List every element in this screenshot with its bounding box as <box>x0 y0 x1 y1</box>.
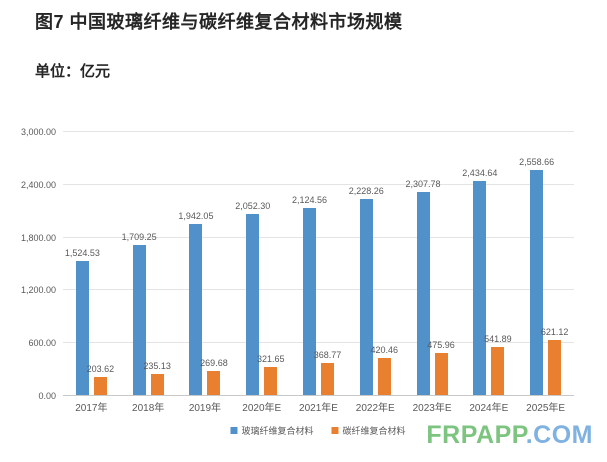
bar-carbon-fiber <box>207 371 221 395</box>
data-label: 368.77 <box>313 349 342 360</box>
x-axis-label: 2022年E <box>355 403 395 414</box>
x-axis-label: 2017年 <box>75 403 108 414</box>
grid-line <box>63 342 574 344</box>
bar-carbon-fiber <box>377 358 391 395</box>
data-label: 269.68 <box>200 358 228 369</box>
carbon-fiber-swatch-icon <box>331 427 339 434</box>
unit-label: 单位：亿元 <box>35 63 111 80</box>
legend-label: 碳纤维复合材料 <box>342 426 406 436</box>
data-label: 2,434.64 <box>462 167 498 178</box>
bar-carbon-fiber <box>548 340 562 395</box>
data-label: 1,709.25 <box>121 231 157 242</box>
x-axis-label: 2025年E <box>526 403 566 414</box>
data-label: 475.96 <box>427 340 455 351</box>
watermark-suffix: .COM <box>525 421 593 449</box>
legend-label: 玻璃纤维复合材料 <box>241 426 314 436</box>
bar-glass-fiber <box>416 191 430 395</box>
x-axis-label: 2019年 <box>188 403 222 414</box>
x-axis-label: 2018年 <box>132 403 165 414</box>
data-label: 235.13 <box>143 361 171 372</box>
watermark-prefix: FRPAPP <box>426 421 526 449</box>
grid-line <box>63 131 574 132</box>
y-tick-label: 3,000.00 <box>20 127 56 137</box>
x-axis-label: 2020年E <box>242 403 282 414</box>
bar-carbon-fiber <box>150 374 164 395</box>
watermark: FRPAPP.COM <box>426 421 593 450</box>
bar-glass-fiber <box>359 198 373 395</box>
data-label: 2,124.56 <box>291 195 328 206</box>
chart-title: 图7 中国玻璃纤维与碳纤维复合材料市场规模 <box>35 12 403 32</box>
y-tick-label: 0.00 <box>38 391 56 401</box>
data-label: 1,524.53 <box>64 247 100 258</box>
bar-glass-fiber <box>75 260 89 395</box>
data-label: 2,228.26 <box>348 185 384 196</box>
bar-glass-fiber <box>473 180 487 395</box>
y-tick-label: 2,400.00 <box>20 179 56 190</box>
bar-carbon-fiber <box>321 362 334 395</box>
bar-glass-fiber <box>246 214 260 395</box>
plot-area: 1,524.53 203.62 2017年 1,709.25 235.13 2018年 1,… <box>63 131 574 414</box>
glass-fiber-swatch-icon <box>230 427 238 434</box>
bar-carbon-fiber <box>491 347 505 395</box>
bar-glass-fiber <box>303 208 316 395</box>
x-axis-label: 2024年E <box>469 403 509 414</box>
data-label: 2,052.30 <box>235 201 271 212</box>
y-tick-label: 600.00 <box>28 338 56 349</box>
data-label: 420.46 <box>370 344 399 355</box>
y-tick-label: 1,200.00 <box>20 285 56 296</box>
bar-glass-fiber <box>189 224 203 395</box>
grid-line <box>63 183 574 185</box>
data-label: 2,558.66 <box>519 156 555 167</box>
x-axis-line <box>63 395 574 396</box>
bar-glass-fiber <box>132 244 146 395</box>
y-tick-label: 1,800.00 <box>20 232 56 243</box>
legend: 玻璃纤维复合材料 碳纤维复合材料 <box>230 424 406 437</box>
data-label: 541.89 <box>484 334 512 345</box>
bar-carbon-fiber <box>93 377 107 395</box>
data-label: 203.62 <box>86 364 115 375</box>
bar-carbon-fiber <box>264 366 278 395</box>
legend-item-glass-fiber: 玻璃纤维复合材料 <box>230 424 314 437</box>
bar-carbon-fiber <box>434 353 448 395</box>
grid-line <box>63 236 574 238</box>
bar-glass-fiber <box>530 169 544 395</box>
data-label: 321.65 <box>256 353 285 364</box>
grid-line <box>63 289 574 291</box>
data-label: 1,942.05 <box>178 211 214 222</box>
data-label: 2,307.78 <box>405 178 441 189</box>
x-axis-label: 2023年E <box>412 403 452 414</box>
data-label: 621.12 <box>540 327 569 338</box>
legend-item-carbon-fiber: 碳纤维复合材料 <box>331 424 406 437</box>
x-axis-label: 2021年E <box>299 403 338 414</box>
